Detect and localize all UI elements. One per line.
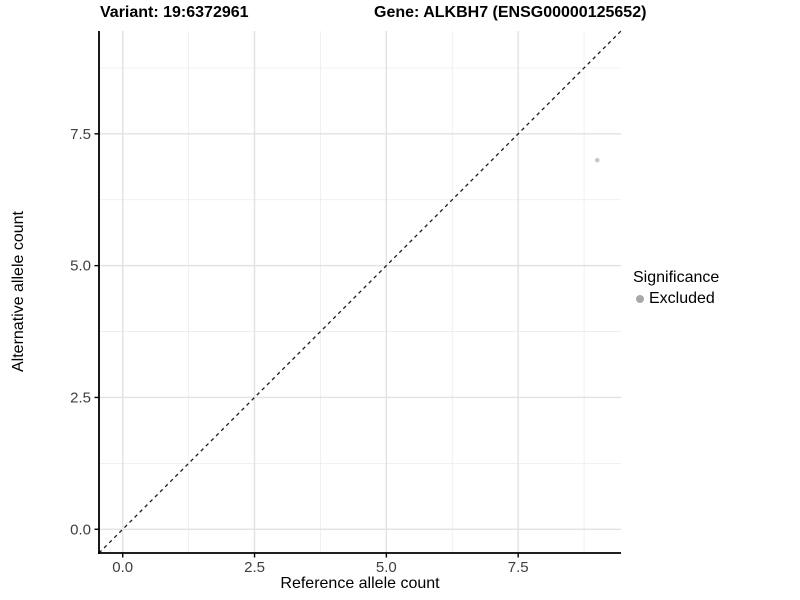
- y-axis-title: Alternative allele count: [10, 211, 27, 373]
- x-axis-title: Reference allele count: [280, 575, 440, 592]
- y-tick-label: 2.5: [70, 389, 91, 406]
- y-tick-label: 5.0: [70, 258, 91, 275]
- legend-item-excluded: Excluded: [633, 290, 719, 308]
- variant-title: Variant: 19:6372961: [100, 4, 249, 21]
- legend-item-label: Excluded: [649, 290, 715, 307]
- excluded-point-icon: [636, 295, 644, 303]
- x-tick-label: 7.5: [508, 559, 529, 576]
- x-tick-label: 0.0: [112, 559, 133, 576]
- x-tick-label: 2.5: [244, 559, 265, 576]
- gene-title: Gene: ALKBH7 (ENSG00000125652): [374, 4, 647, 21]
- y-tick-label: 0.0: [70, 521, 91, 538]
- legend: Significance Excluded: [633, 269, 719, 308]
- x-tick-label: 5.0: [376, 559, 397, 576]
- data-point: [594, 157, 600, 163]
- y-tick-label: 7.5: [70, 126, 91, 143]
- legend-title: Significance: [633, 269, 720, 286]
- identity-dashed-line: [98, 30, 622, 554]
